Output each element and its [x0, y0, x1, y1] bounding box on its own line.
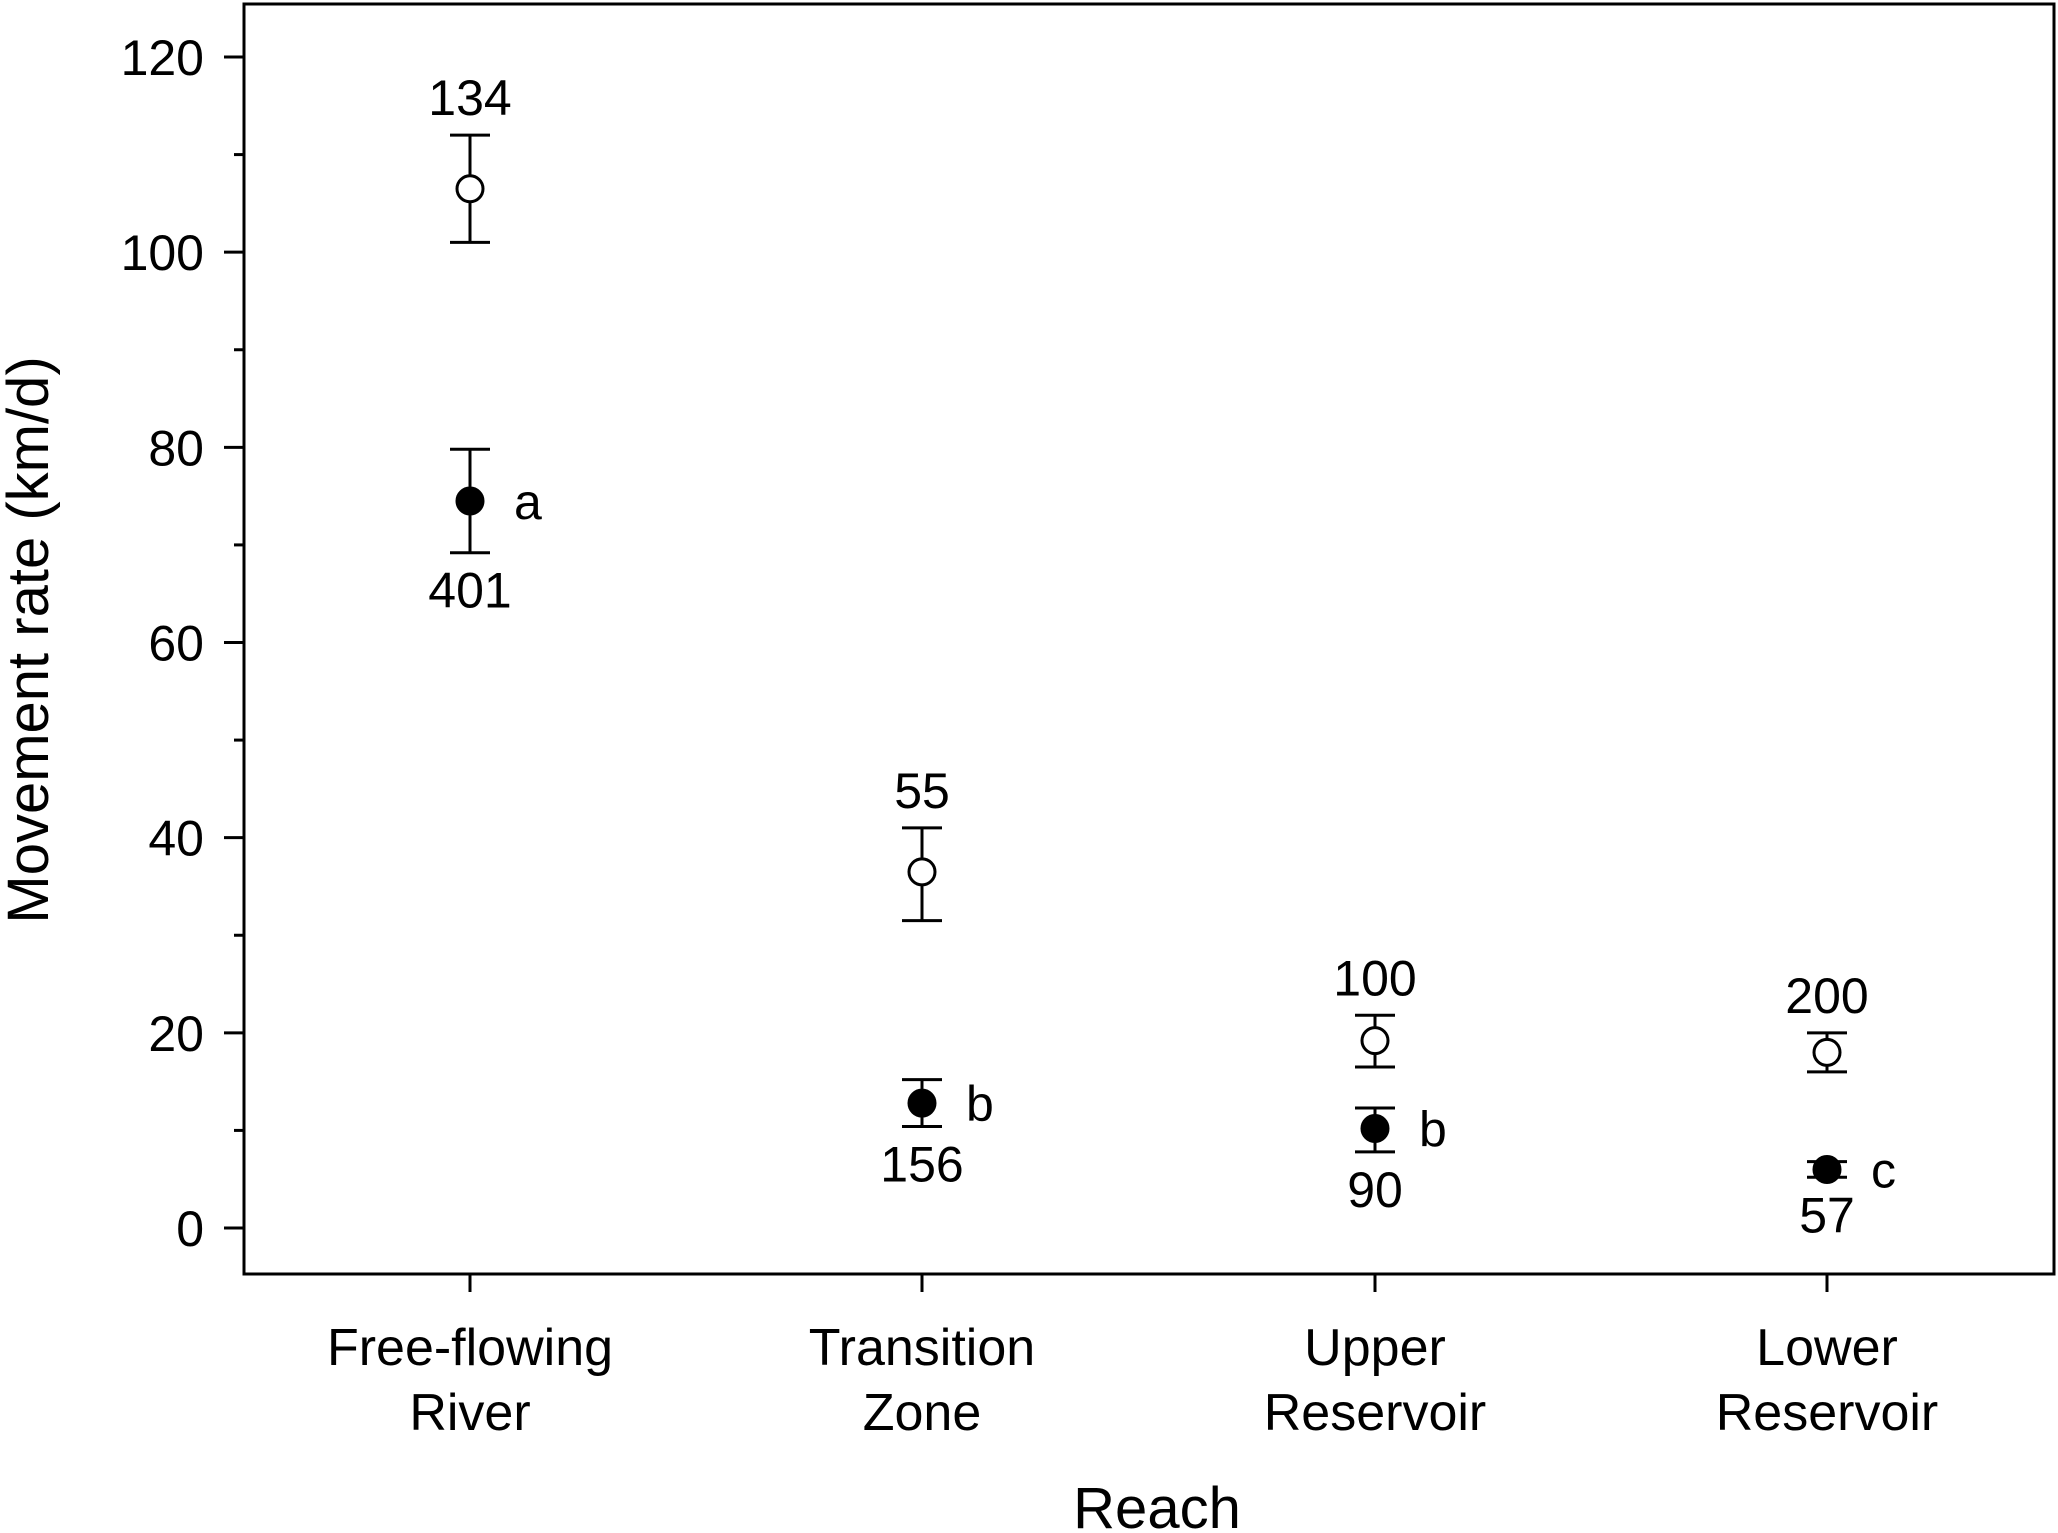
x-category-label-line: Transition	[809, 1319, 1035, 1377]
y-axis-title: Movement rate (km/d)	[0, 356, 61, 923]
x-category-label-line: Reservoir	[1264, 1384, 1487, 1442]
y-tick-label: 0	[176, 1201, 204, 1257]
open-marker	[1812, 1037, 1842, 1067]
sample-size-label: 134	[428, 70, 511, 126]
sample-size-label: 100	[1333, 950, 1416, 1006]
x-category-label-line: Free-flowing	[327, 1319, 613, 1377]
sample-size-label: 401	[428, 563, 511, 619]
filled-marker	[455, 486, 485, 516]
filled-marker	[1360, 1113, 1390, 1143]
y-tick-label: 20	[148, 1006, 204, 1062]
sample-size-label: 200	[1785, 968, 1868, 1024]
x-axis: Free-flowing River Transition Zone Upper Rese…	[327, 1274, 1938, 1442]
plot-frame	[242, 2, 2056, 1276]
x-category-label: Free-flowing River	[327, 1319, 613, 1442]
x-category-label: Lower Reservoir	[1716, 1319, 1939, 1442]
y-tick-label: 120	[121, 30, 204, 86]
sample-size-label: 57	[1799, 1187, 1855, 1243]
significance-label: b	[966, 1076, 994, 1132]
significance-label: a	[514, 474, 542, 530]
y-axis: 0 20 40 60 80 100 120	[121, 30, 244, 1257]
x-axis-title: Reach	[1073, 1476, 1241, 1533]
open-marker	[1360, 1026, 1390, 1056]
y-tick-label: 80	[148, 420, 204, 476]
significance-label: b	[1419, 1101, 1447, 1157]
y-tick-label: 60	[148, 616, 204, 672]
open-marker	[907, 857, 937, 887]
sample-size-label: 90	[1347, 1162, 1403, 1218]
open-marker	[455, 174, 485, 204]
sample-size-label: 55	[894, 763, 950, 819]
x-category-label-line: Reservoir	[1716, 1384, 1939, 1442]
filled-marker	[1812, 1154, 1842, 1184]
x-category-label: Upper Reservoir	[1264, 1319, 1487, 1442]
sample-size-label: 156	[880, 1137, 963, 1193]
x-category-label: Transition Zone	[809, 1319, 1035, 1442]
x-category-label-line: Zone	[863, 1384, 982, 1442]
y-tick-label: 40	[148, 811, 204, 867]
filled-marker	[907, 1088, 937, 1118]
x-category-label-line: Upper	[1304, 1319, 1446, 1377]
x-category-label-line: River	[409, 1384, 530, 1442]
x-category-label-line: Lower	[1756, 1319, 1898, 1377]
y-tick-label: 100	[121, 225, 204, 281]
significance-label: c	[1871, 1142, 1896, 1198]
